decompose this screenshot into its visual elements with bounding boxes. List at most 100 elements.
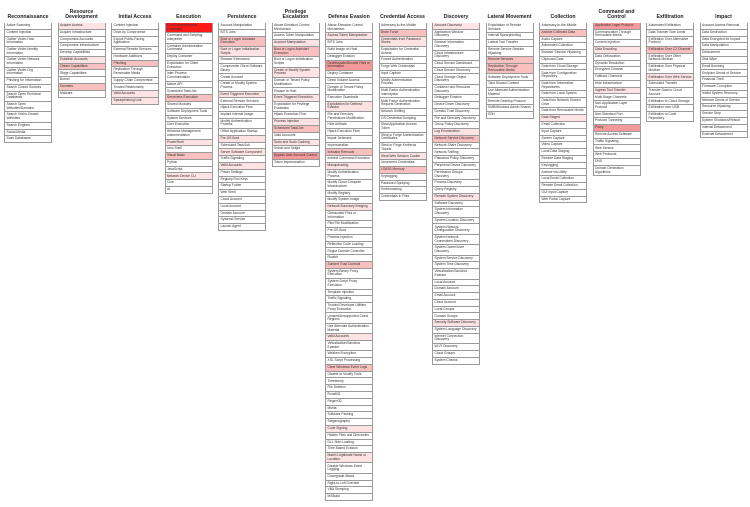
technique-cell[interactable]: Compromise Accounts [57,36,106,44]
technique-cell[interactable]: Exploitation for Credential Access [378,46,427,58]
technique-cell[interactable]: Create Account [218,74,266,82]
technique-cell[interactable]: Steal Application Access Token [378,122,427,133]
technique-cell[interactable]: Data from Network Shared Drive [539,98,587,109]
technique-cell[interactable]: User Execution [164,122,213,130]
technique-cell[interactable]: Data from Removable Media [539,108,587,116]
technique-cell[interactable]: SMB/Windows Admin Shares [485,105,534,112]
technique-cell[interactable]: Obfuscated Files or Information [325,210,373,222]
technique-cell[interactable]: Automated Exfiltration [646,23,694,30]
technique-cell[interactable]: Virtualization/Sandbox Evasion [432,269,480,280]
technique-cell[interactable]: System Service Discovery [432,255,480,263]
technique-cell[interactable]: Exfiltration to Cloud Storage [646,98,694,106]
technique-cell[interactable]: Protocol Tunneling [592,118,641,126]
technique-cell[interactable]: Compromise Infrastructure [57,43,106,51]
technique-cell[interactable]: Masquerading [325,163,373,170]
technique-cell[interactable]: Modify Authentication Process [378,77,427,89]
technique-cell[interactable]: Valid Accounts [325,334,373,341]
technique-cell[interactable]: Data Destruction [699,29,748,37]
technique-cell[interactable]: Remote Service Session Hijacking [485,46,534,58]
technique-cell[interactable]: Content Injection [4,29,52,37]
technique-cell[interactable]: Internal Defacement [699,124,748,132]
technique-cell[interactable]: Search Victim-Owned Websites [4,112,52,123]
technique-cell[interactable]: Create or Modify System Process [271,67,320,79]
technique-cell[interactable]: Exploitation for Privilege Escalation [271,102,320,113]
technique-cell[interactable]: Plist File Modification [325,221,373,229]
technique-cell[interactable]: MSBuild [325,494,373,501]
technique-cell[interactable]: File and Directory Discovery [432,115,480,123]
technique-cell[interactable]: External Remote Services [218,98,266,106]
technique-cell[interactable]: Trusted Developer Utilities Proxy Execut… [325,303,373,314]
technique-cell[interactable]: Exfiltration Over Alternative Protocol [646,36,694,47]
technique-cell[interactable]: System Script Proxy Execution [325,279,373,290]
technique-cell[interactable]: Match Legitimate Name or Location [325,453,373,464]
technique-cell[interactable]: Keylogging [539,162,587,170]
technique-cell[interactable]: Subvert Trust Controls [325,261,373,269]
technique-cell[interactable]: Spearphishing Link [111,98,159,105]
technique-cell[interactable]: Valid Accounts [271,132,320,140]
technique-cell[interactable]: Clear Windows Event Logs [325,364,373,372]
technique-cell[interactable]: Hijack Execution Flow [325,129,373,136]
technique-cell[interactable]: Search Engines [4,122,52,130]
technique-cell[interactable]: Cloud Account [218,196,266,204]
technique-cell[interactable]: Develop Capabilities [57,50,106,57]
technique-cell[interactable]: Search Open Websites/Domains [4,102,52,113]
technique-cell[interactable]: Endpoint Denial of Service [699,70,748,78]
technique-cell[interactable]: Deploy Container [164,54,213,61]
technique-cell[interactable]: Scheduled Task/Job [164,88,213,96]
technique-cell[interactable]: Template Injection [325,289,373,297]
technique-cell[interactable]: Traffic Signaling [218,156,266,164]
technique-cell[interactable]: Firmware Corruption [699,84,748,91]
technique-cell[interactable]: Browser Extensions [218,57,266,65]
technique-cell[interactable]: Network Device CLI [164,173,213,181]
technique-cell[interactable]: Valid Accounts [111,91,159,98]
technique-cell[interactable]: Pre-OS Boot [218,135,266,143]
technique-cell[interactable]: Boot or Logon Initialization Scripts [218,46,266,58]
technique-cell[interactable]: Service Stop [699,111,748,118]
technique-cell[interactable]: DLL Side-Loading [325,439,373,447]
technique-cell[interactable]: Internal Spearphishing [485,33,534,41]
technique-cell[interactable]: Event Triggered Execution [271,95,320,102]
technique-cell[interactable]: Escape to Host [271,88,320,96]
technique-cell[interactable]: Exploitation of Remote Services [485,23,534,34]
technique-cell[interactable]: Screen Capture [539,135,587,143]
technique-cell[interactable]: Exploitation for Defense Evasion [325,101,373,112]
technique-cell[interactable]: Exfiltration Over C2 Channel [646,46,694,54]
technique-cell[interactable]: Password Spraying [378,180,427,188]
technique-cell[interactable]: Video Capture [539,142,587,150]
technique-cell[interactable]: Ingress Tool Transfer [592,87,641,95]
technique-cell[interactable]: System Information Discovery [432,207,480,218]
technique-cell[interactable]: LSASS Memory [378,167,427,174]
technique-cell[interactable]: Hijack Execution Flow [218,105,266,112]
technique-cell[interactable]: Remote Services [485,57,534,65]
technique-cell[interactable]: VBA Stomping [325,487,373,495]
technique-cell[interactable]: Local Data Staging [539,149,587,156]
technique-cell[interactable]: Web Service [592,145,641,153]
technique-cell[interactable]: Credentials In Files [378,194,427,201]
technique-cell[interactable]: Kerberoasting [378,187,427,195]
technique-cell[interactable]: Traffic Signaling [592,138,641,146]
technique-cell[interactable]: Domain or Tenant Policy Modification [271,78,320,89]
technique-cell[interactable]: Data from Information Repositories [539,80,587,92]
technique-cell[interactable]: Multi-Factor Authentication Interception [378,88,427,99]
technique-cell[interactable]: Botnet [57,77,106,85]
technique-cell[interactable]: Data Manipulation [699,43,748,51]
technique-cell[interactable]: Domains [57,84,106,91]
technique-cell[interactable]: Email Collection [539,121,587,129]
technique-cell[interactable]: Abuse Elevation Control Mechanism [325,23,373,34]
technique-cell[interactable]: Network Sniffing [378,108,427,116]
technique-cell[interactable]: Multi-Stage Channels [592,94,641,102]
technique-cell[interactable]: Archive Collected Data [539,29,587,37]
technique-cell[interactable]: Adversary-in-the-Middle [539,23,587,30]
technique-cell[interactable]: Reflective Code Loading [325,241,373,249]
technique-cell[interactable]: Content Injection [592,40,641,47]
technique-cell[interactable]: System Location Discovery [432,217,480,225]
technique-cell[interactable]: Query Registry [432,186,480,194]
technique-cell[interactable]: Process Injection [271,119,320,126]
technique-cell[interactable]: Multi-Factor Authentication Request Gene… [378,98,427,109]
technique-cell[interactable]: Time Based Evasion [325,446,373,454]
technique-cell[interactable]: GUI Input Capture [539,189,587,197]
technique-cell[interactable]: System Owner/User Discovery [432,245,480,256]
technique-cell[interactable]: Serverless Execution [164,95,213,102]
technique-cell[interactable]: Taint Shared Content [485,81,534,89]
technique-cell[interactable]: Gather Victim Identity Information [4,46,52,58]
